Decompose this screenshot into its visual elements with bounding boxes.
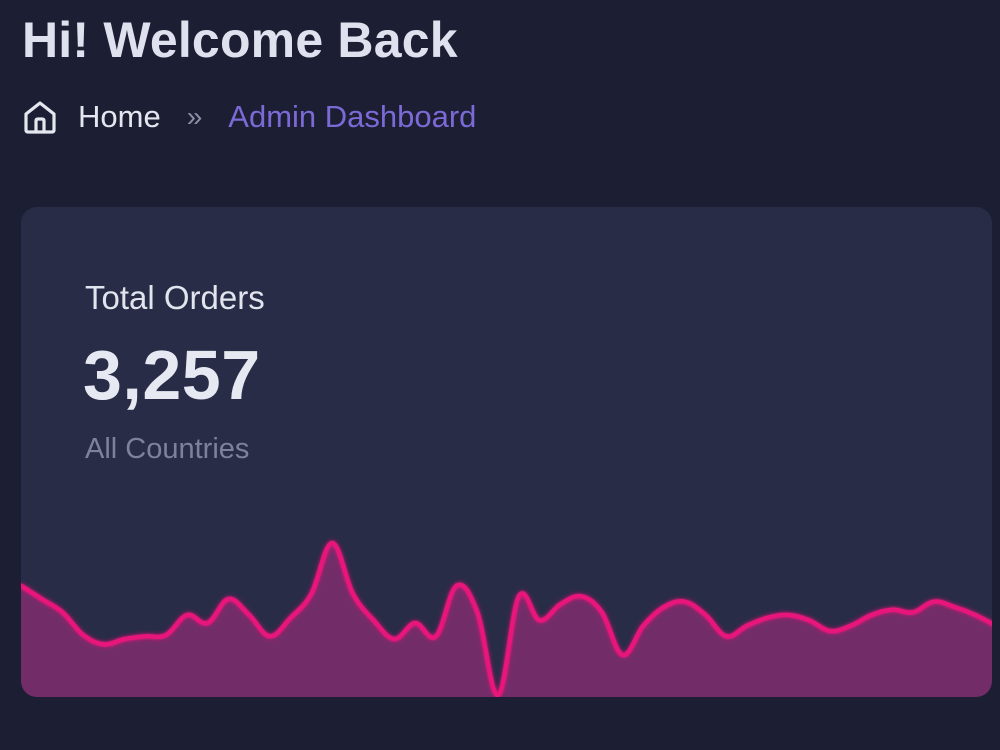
page-title: Hi! Welcome Back	[22, 12, 458, 68]
orders-sparkline	[21, 540, 992, 697]
sparkline-line	[21, 540, 992, 697]
breadcrumb-current: Admin Dashboard	[228, 99, 477, 134]
home-icon[interactable]	[22, 99, 58, 135]
card-subtitle: All Countries	[85, 433, 250, 465]
breadcrumb-home-link[interactable]: Home	[78, 99, 161, 134]
total-orders-card: Total Orders 3,257 All Countries	[21, 207, 992, 697]
breadcrumb-separator: »	[186, 101, 203, 132]
card-label: Total Orders	[85, 279, 265, 316]
sparkline-area	[21, 543, 992, 697]
breadcrumb: Home » Admin Dashboard	[22, 94, 476, 140]
card-value: 3,257	[83, 336, 261, 414]
